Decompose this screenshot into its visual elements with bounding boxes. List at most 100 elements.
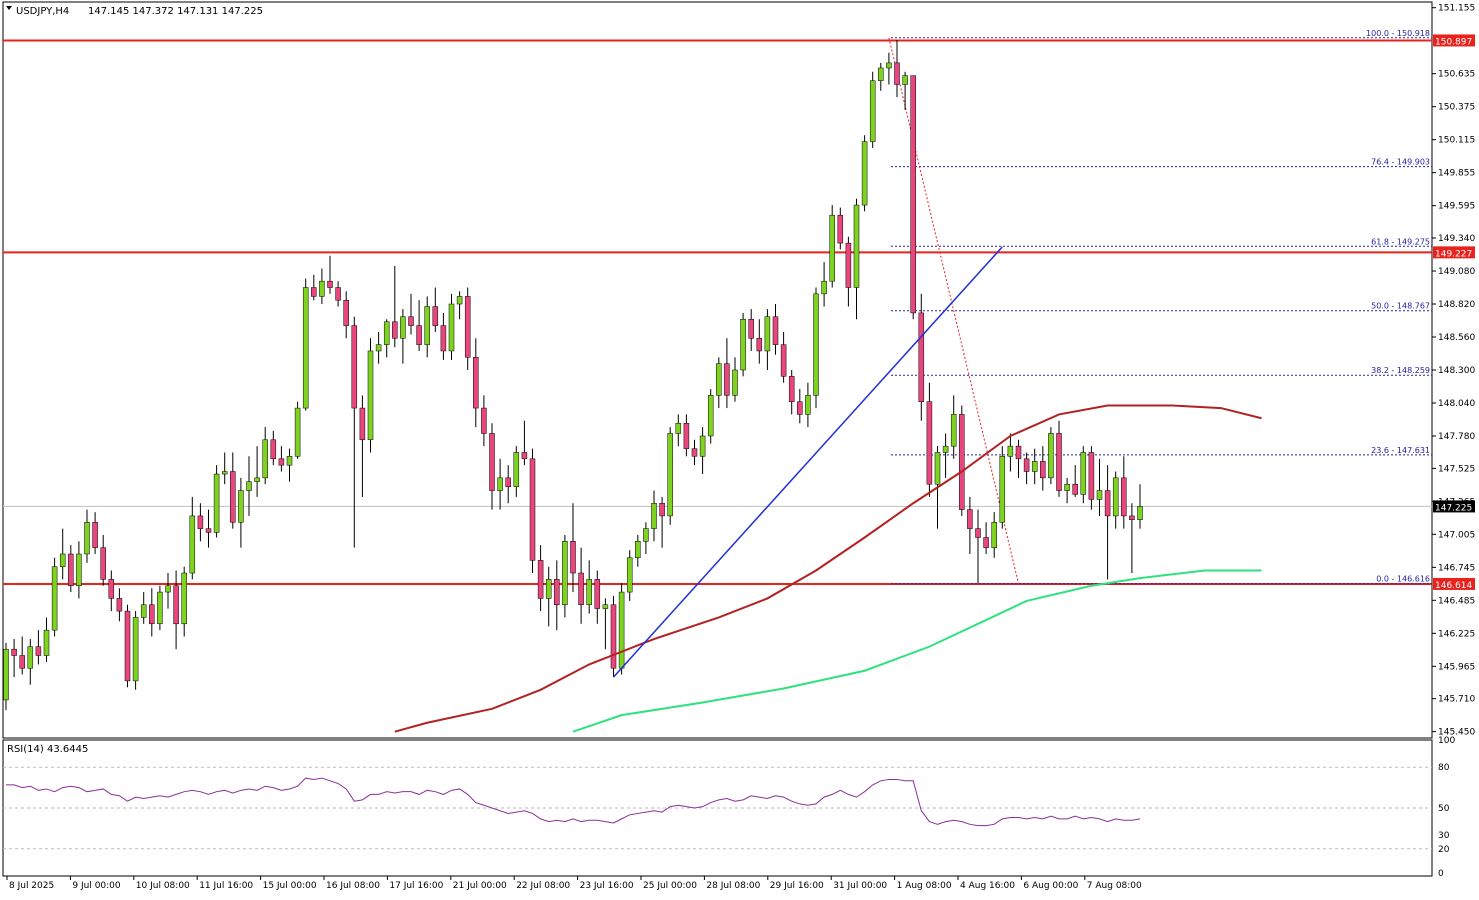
rsi-tick-label: 80: [1438, 763, 1450, 773]
y-tick-label: 145.450: [1438, 728, 1475, 738]
x-tick-label: 8 Jul 2025: [9, 881, 54, 891]
price-level-tag: 146.614: [1433, 577, 1475, 591]
candle: [716, 357, 722, 409]
candle: [813, 287, 819, 409]
candle: [92, 512, 98, 554]
candle: [626, 550, 633, 601]
y-tick-label: 148.300: [1438, 366, 1475, 376]
candle: [270, 430, 277, 466]
candle: [805, 382, 811, 428]
candle: [221, 452, 228, 485]
candle: [262, 427, 268, 485]
candle: [1048, 427, 1054, 485]
dropdown-triangle-icon[interactable]: [6, 6, 12, 10]
candle: [513, 446, 520, 497]
y-tick-label: 150.375: [1438, 103, 1475, 113]
candle: [197, 503, 204, 542]
trend-line[interactable]: [612, 246, 1003, 678]
candle: [51, 557, 58, 637]
candle: [432, 287, 439, 332]
fib-level-label: 76.4 - 149.903: [1371, 158, 1430, 167]
candle: [116, 588, 123, 622]
y-tick-label: 149.340: [1438, 234, 1475, 244]
candle: [529, 448, 536, 574]
candle: [651, 490, 657, 542]
candle: [213, 465, 220, 538]
candle: [132, 611, 139, 690]
candle: [400, 309, 406, 364]
candle: [821, 262, 827, 307]
y-tick-label: 145.965: [1438, 662, 1475, 672]
x-tick-label: 6 Aug 00:00: [1023, 881, 1078, 891]
x-tick-label: 4 Aug 16:00: [960, 881, 1015, 891]
y-tick-label: 146.225: [1438, 629, 1475, 639]
x-tick-label: 23 Jul 16:00: [580, 881, 634, 891]
candle: [1040, 446, 1046, 491]
candle: [999, 446, 1006, 529]
candle: [1056, 420, 1062, 497]
candle: [489, 423, 495, 510]
candle: [886, 52, 892, 85]
svg-text:149.227: 149.227: [1435, 249, 1472, 259]
x-tick-label: 1 Aug 08:00: [897, 881, 952, 891]
candle: [205, 509, 212, 548]
candle: [424, 296, 430, 358]
candle: [691, 439, 698, 466]
candle: [643, 522, 649, 554]
candle: [910, 75, 916, 320]
candle: [829, 205, 835, 288]
candle: [780, 331, 787, 383]
candle: [618, 583, 625, 675]
rsi-line: [6, 777, 1141, 827]
rsi-tick-label: 30: [1438, 831, 1450, 841]
rsi-tick-label: 50: [1438, 804, 1450, 814]
moving-average-slow: [572, 569, 1262, 733]
candle: [764, 309, 771, 370]
fib-level-label: 50.0 - 148.767: [1371, 302, 1430, 311]
rsi-label: RSI(14) 43.6445: [7, 744, 88, 755]
candle: [853, 198, 860, 320]
y-tick-label: 145.710: [1438, 695, 1475, 705]
y-tick-label: 149.595: [1438, 202, 1475, 212]
candle: [230, 452, 236, 529]
candle: [845, 236, 852, 307]
price-level-tag: 150.897: [1433, 34, 1475, 47]
candle: [19, 636, 25, 675]
candle: [3, 642, 9, 711]
candle: [991, 512, 997, 558]
candle: [294, 401, 301, 459]
candle: [11, 639, 17, 678]
candle: [586, 560, 592, 614]
candle: [756, 319, 763, 364]
candle: [894, 40, 900, 98]
candle: [343, 291, 349, 339]
candle: [189, 496, 196, 580]
candle: [59, 528, 66, 580]
candle: [983, 522, 989, 554]
x-tick-label: 11 Jul 16:00: [199, 881, 253, 891]
y-tick-label: 149.080: [1438, 267, 1475, 277]
candle: [392, 265, 398, 348]
candle: [537, 545, 544, 612]
candle: [918, 293, 925, 421]
rsi-tick-label: 20: [1438, 845, 1450, 855]
x-tick-label: 22 Jul 08:00: [516, 881, 570, 891]
candle: [602, 598, 609, 650]
candle: [1007, 433, 1014, 472]
candle: [1129, 503, 1135, 574]
candle: [302, 278, 309, 411]
candle: [1015, 439, 1022, 478]
candle: [724, 338, 730, 409]
candle: [1137, 484, 1143, 529]
y-tick-label: 148.040: [1438, 399, 1475, 409]
candle: [578, 547, 584, 624]
candle: [659, 496, 665, 548]
chart-header: USDJPY,H4 147.145 147.372 147.131 147.22…: [6, 6, 263, 17]
candle: [740, 312, 746, 377]
candle: [667, 427, 673, 525]
candle: [440, 312, 447, 360]
svg-text:147.225: 147.225: [1435, 503, 1472, 513]
candle: [448, 293, 455, 360]
candle: [456, 291, 463, 320]
